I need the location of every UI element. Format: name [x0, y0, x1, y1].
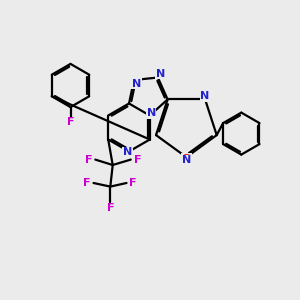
Text: F: F	[83, 178, 91, 188]
Text: N: N	[156, 69, 165, 79]
Text: F: F	[129, 178, 137, 188]
Text: F: F	[67, 117, 74, 127]
Text: N: N	[147, 108, 156, 118]
Text: N: N	[200, 92, 210, 101]
Text: N: N	[182, 155, 191, 165]
Text: F: F	[85, 154, 92, 165]
Text: F: F	[106, 203, 114, 213]
Text: N: N	[123, 147, 132, 157]
Text: O: O	[182, 154, 191, 164]
Text: F: F	[134, 154, 141, 165]
Text: N: N	[132, 79, 141, 88]
